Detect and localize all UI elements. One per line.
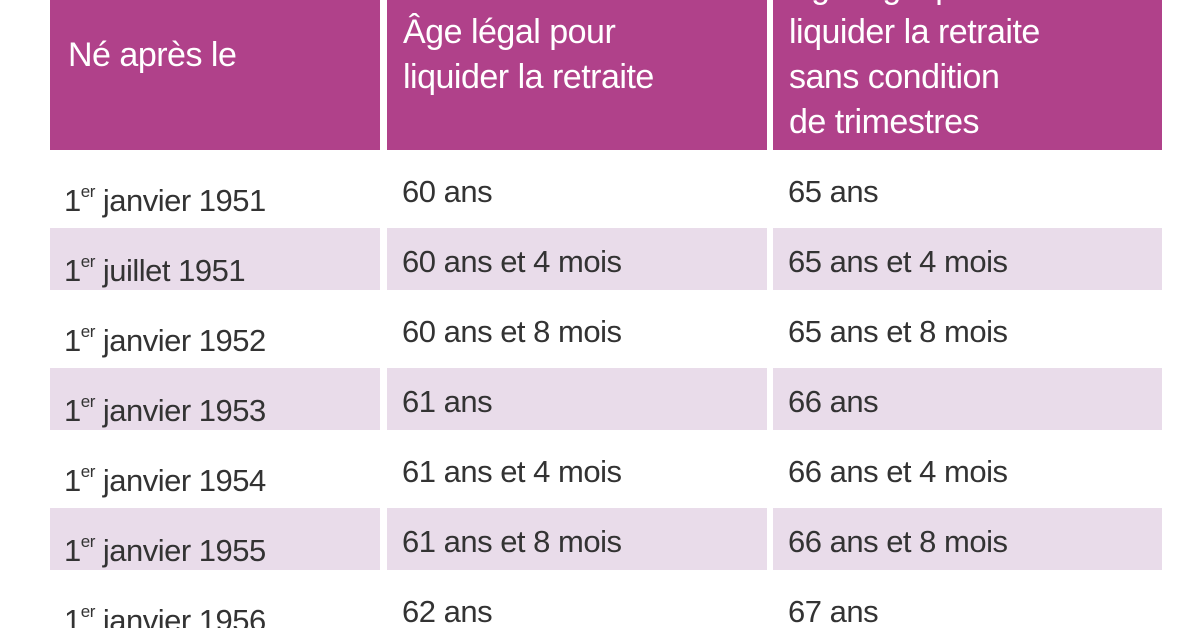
day: 1 [64,533,81,568]
day: 1 [64,323,81,358]
ordinal: er [80,532,96,551]
table-cell: 60 ans [387,158,767,220]
cell-text: 65 ans et 4 mois [788,244,1008,279]
cell-text: 66 ans et 4 mois [788,454,1008,489]
table-cell: 67 ans [773,578,1162,628]
cell-text: 61 ans [402,384,493,419]
table-cell: 65 ans et 8 mois [773,298,1162,360]
table-cell: 65 ans [773,158,1162,220]
ordinal: er [80,392,96,411]
cell-text: 1er janvier 1952 [64,312,266,361]
header-text: Âge légal pour [789,0,1002,10]
cell-text: 67 ans [788,594,879,628]
table-cell: 61 ans et 8 mois [387,508,767,570]
header-text: liquider la retraite [789,13,1040,51]
ordinal: er [80,322,96,341]
day: 1 [64,183,81,218]
table-cell: 1er janvier 1954 [50,438,380,500]
cell-text: 1er janvier 1955 [64,522,266,571]
table-cell: 61 ans et 4 mois [387,438,767,500]
header-cell: Âge légal pour liquider la retraite [387,0,767,150]
table-cell: 60 ans et 8 mois [387,298,767,360]
header-text: sans condition [789,58,1000,96]
day: 1 [64,603,81,628]
cell-text: 60 ans et 8 mois [402,314,622,349]
cell-text: 1er juillet 1951 [64,242,246,291]
cell-text: 61 ans et 4 mois [402,454,622,489]
ordinal: er [80,602,96,621]
header-cell: Né après le [50,0,380,150]
cell-text: 66 ans et 8 mois [788,524,1008,559]
header-text: Âge légal pour [403,13,616,51]
table-cell: 1er janvier 1953 [50,368,380,430]
date: janvier 1952 [102,323,266,358]
cell-text: 60 ans [402,174,493,209]
date: janvier 1954 [102,463,266,498]
table-cell: 61 ans [387,368,767,430]
header-text: de trimestres [789,103,980,141]
date: janvier 1953 [102,393,266,428]
table-cell: 1er juillet 1951 [50,228,380,290]
table-cell: 1er janvier 1952 [50,298,380,360]
table-cell: 1er janvier 1951 [50,158,380,220]
date: janvier 1955 [102,533,266,568]
table-cell: 66 ans [773,368,1162,430]
cell-text: 1er janvier 1956 [64,592,266,628]
cell-text: 1er janvier 1953 [64,382,266,431]
date: juillet 1951 [102,253,246,288]
day: 1 [64,393,81,428]
ordinal: er [80,182,96,201]
cell-text: 1er janvier 1954 [64,452,266,501]
cell-text: 61 ans et 8 mois [402,524,622,559]
table-cell: 66 ans et 8 mois [773,508,1162,570]
header-cell: Âge légal pour liquider la retraite sans c… [773,0,1162,150]
cell-text: 66 ans [788,384,879,419]
table-cell: 1er janvier 1955 [50,508,380,570]
cell-text: 62 ans [402,594,493,628]
table-cell: 65 ans et 4 mois [773,228,1162,290]
cell-text: 65 ans et 8 mois [788,314,1008,349]
day: 1 [64,253,81,288]
date: janvier 1956 [102,603,266,628]
ordinal: er [80,462,96,481]
cell-text: 1er janvier 1951 [64,172,266,221]
cell-text: 60 ans et 4 mois [402,244,622,279]
day: 1 [64,463,81,498]
table-cell: 62 ans [387,578,767,628]
table-cell: 1er janvier 1956 [50,578,380,628]
header-text: Né après le [68,36,237,74]
table-cell: 60 ans et 4 mois [387,228,767,290]
header-text: liquider la retraite [403,58,654,96]
table-cell: 66 ans et 4 mois [773,438,1162,500]
ordinal: er [80,252,96,271]
date: janvier 1951 [102,183,266,218]
cell-text: 65 ans [788,174,879,209]
